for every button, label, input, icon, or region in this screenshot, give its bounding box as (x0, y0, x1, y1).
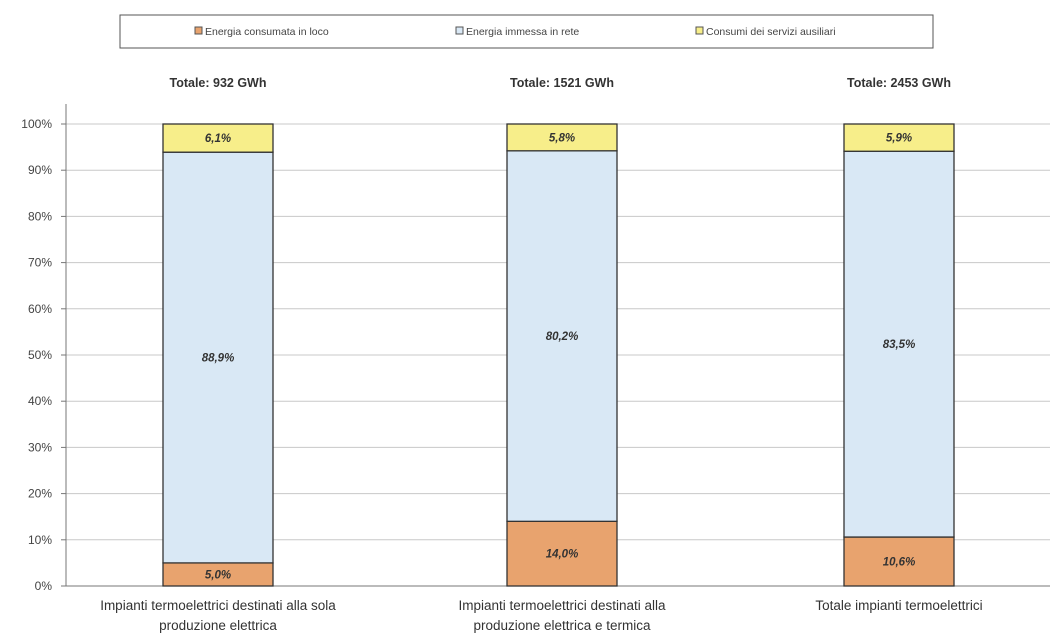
total-label: Totale: 2453 GWh (847, 76, 951, 90)
bar-segment-2 (162, 151, 274, 564)
bar-segment-2 (843, 150, 955, 538)
total-label: Totale: 932 GWh (169, 76, 266, 90)
bar-segment-1 (843, 536, 955, 587)
bar-segment-3 (506, 123, 618, 152)
bar-data-label: 6,1% (205, 133, 231, 145)
y-tick-label: 60% (28, 302, 52, 316)
bar-data-label: 14,0% (546, 549, 579, 561)
legend-swatch (194, 26, 203, 35)
total-label: Totale: 1521 GWh (510, 76, 614, 90)
bar-data-label: 5,9% (886, 133, 912, 145)
bar-segment-3 (843, 123, 955, 152)
bar-segment-2 (506, 150, 618, 522)
y-tick-label: 40% (28, 394, 52, 408)
y-tick-label: 30% (28, 440, 52, 454)
legend-label: Consumi dei servizi ausiliari (706, 26, 836, 38)
y-tick-label: 20% (28, 487, 52, 501)
legend-label: Energia consumata in loco (205, 26, 329, 38)
category-label: produzione elettrica e termica (473, 618, 651, 633)
y-tick-label: 50% (28, 348, 52, 362)
y-tick-label: 90% (28, 163, 52, 177)
bar-data-label: 88,9% (202, 353, 235, 365)
y-tick-label: 100% (21, 117, 52, 131)
bar-data-label: 5,8% (549, 132, 575, 144)
legend-label: Energia immessa in rete (466, 26, 579, 38)
bar-data-label: 10,6% (883, 557, 916, 569)
category-label: produzione elettrica (159, 618, 277, 633)
bar-data-label: 80,2% (546, 331, 579, 343)
legend-swatch (455, 26, 464, 35)
bar-data-label: 83,5% (883, 339, 916, 351)
y-tick-label: 70% (28, 256, 52, 270)
y-tick-label: 80% (28, 209, 52, 223)
legend-swatch (695, 26, 704, 35)
bar-segment-1 (506, 520, 618, 587)
legend-box (119, 14, 934, 49)
bar-data-label: 5,0% (205, 569, 231, 581)
bar-segment-3 (162, 123, 274, 153)
category-label: Impianti termoelettrici destinati alla (458, 598, 666, 613)
y-tick-label: 10% (28, 533, 52, 547)
y-tick-label: 0% (35, 579, 53, 593)
category-label: Impianti termoelettrici destinati alla s… (100, 598, 336, 613)
category-label: Totale impianti termoelettrici (815, 598, 982, 613)
